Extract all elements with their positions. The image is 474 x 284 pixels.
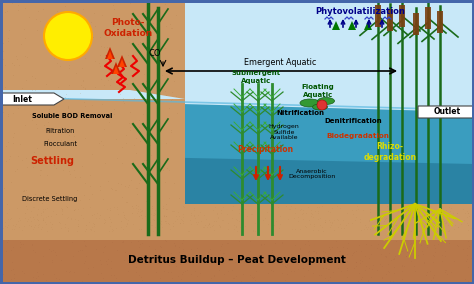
Ellipse shape (312, 104, 328, 110)
Text: Filtration: Filtration (46, 128, 75, 134)
Polygon shape (119, 59, 125, 67)
Polygon shape (0, 99, 185, 234)
Text: Phytovolatilization: Phytovolatilization (315, 7, 405, 16)
Circle shape (44, 12, 92, 60)
Ellipse shape (318, 97, 335, 105)
Text: Rhizo-
degradation: Rhizo- degradation (364, 142, 417, 162)
Text: Floating
Aquatic: Floating Aquatic (301, 85, 334, 97)
Polygon shape (0, 99, 185, 234)
Text: Hydrogen
Sulfide
Available: Hydrogen Sulfide Available (269, 124, 300, 140)
Text: Soluble BOD Removal: Soluble BOD Removal (32, 113, 112, 119)
Text: Biodegradation: Biodegradation (327, 133, 390, 139)
Text: Flocculant: Flocculant (43, 141, 77, 147)
Polygon shape (364, 21, 372, 30)
Bar (399, 5, 405, 27)
Polygon shape (113, 66, 119, 74)
Bar (0, 204, 474, 234)
Text: Nitrification: Nitrification (276, 110, 324, 116)
Text: Outlet: Outlet (433, 108, 461, 116)
FancyArrow shape (418, 106, 474, 118)
FancyArrow shape (2, 93, 64, 105)
Bar (437, 11, 443, 33)
Polygon shape (0, 99, 474, 234)
Text: Photo-
Oxidation: Photo- Oxidation (103, 18, 153, 38)
Bar (0, 232, 474, 240)
Text: Settling: Settling (30, 156, 74, 166)
Circle shape (317, 100, 327, 110)
Text: Inlet: Inlet (12, 95, 32, 103)
Polygon shape (0, 99, 185, 234)
Polygon shape (0, 154, 474, 234)
Text: Submergent
Aquatic: Submergent Aquatic (231, 70, 281, 83)
Text: Denitrification: Denitrification (324, 118, 382, 124)
Bar (0, 234, 474, 284)
Text: Anaerobic
Decomposition: Anaerobic Decomposition (288, 169, 336, 179)
Text: Detritus Buildup – Peat Development: Detritus Buildup – Peat Development (128, 255, 346, 265)
Bar (425, 7, 431, 29)
Bar (387, 9, 393, 31)
Polygon shape (107, 51, 113, 59)
Polygon shape (0, 0, 185, 99)
Polygon shape (111, 62, 121, 74)
Polygon shape (117, 55, 127, 67)
Polygon shape (332, 21, 340, 30)
Bar (375, 5, 381, 27)
Text: Discrete Settling: Discrete Settling (22, 196, 78, 202)
Bar (0, 0, 474, 194)
Polygon shape (348, 21, 356, 30)
Polygon shape (105, 47, 115, 59)
Text: Emergent Aquatic: Emergent Aquatic (244, 58, 316, 67)
Ellipse shape (300, 99, 320, 107)
Text: CO: CO (149, 49, 161, 59)
Bar (413, 13, 419, 35)
Text: Precipitation: Precipitation (237, 145, 293, 153)
